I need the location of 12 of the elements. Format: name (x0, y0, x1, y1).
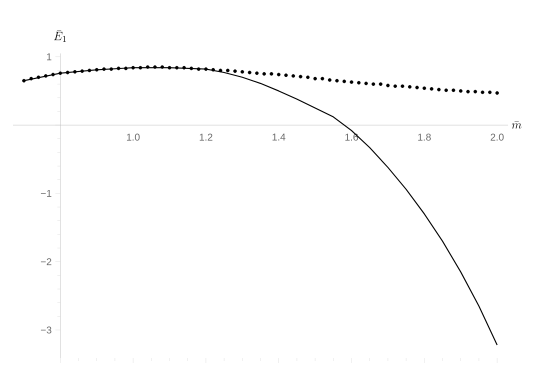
y-tick-label: −2 (40, 258, 52, 266)
x-tick-label: 1.4 (272, 134, 286, 140)
x-axis-title: $\bar{m}$ (512, 121, 522, 129)
y-tick-label: −1 (40, 190, 52, 197)
x-tick-label: 1.0 (126, 134, 140, 141)
x-tick-label: 1.2 (200, 134, 212, 141)
x-tick-label: 1.6 (345, 134, 358, 141)
y-axis-title: $\bar{E}_1$ (54, 30, 66, 42)
y-tick-label: 1 (47, 53, 52, 60)
x-tick-label: 1.8 (418, 134, 431, 141)
y-tick-label: −3 (40, 326, 52, 334)
x-tick-label: 2.0 (490, 134, 504, 141)
